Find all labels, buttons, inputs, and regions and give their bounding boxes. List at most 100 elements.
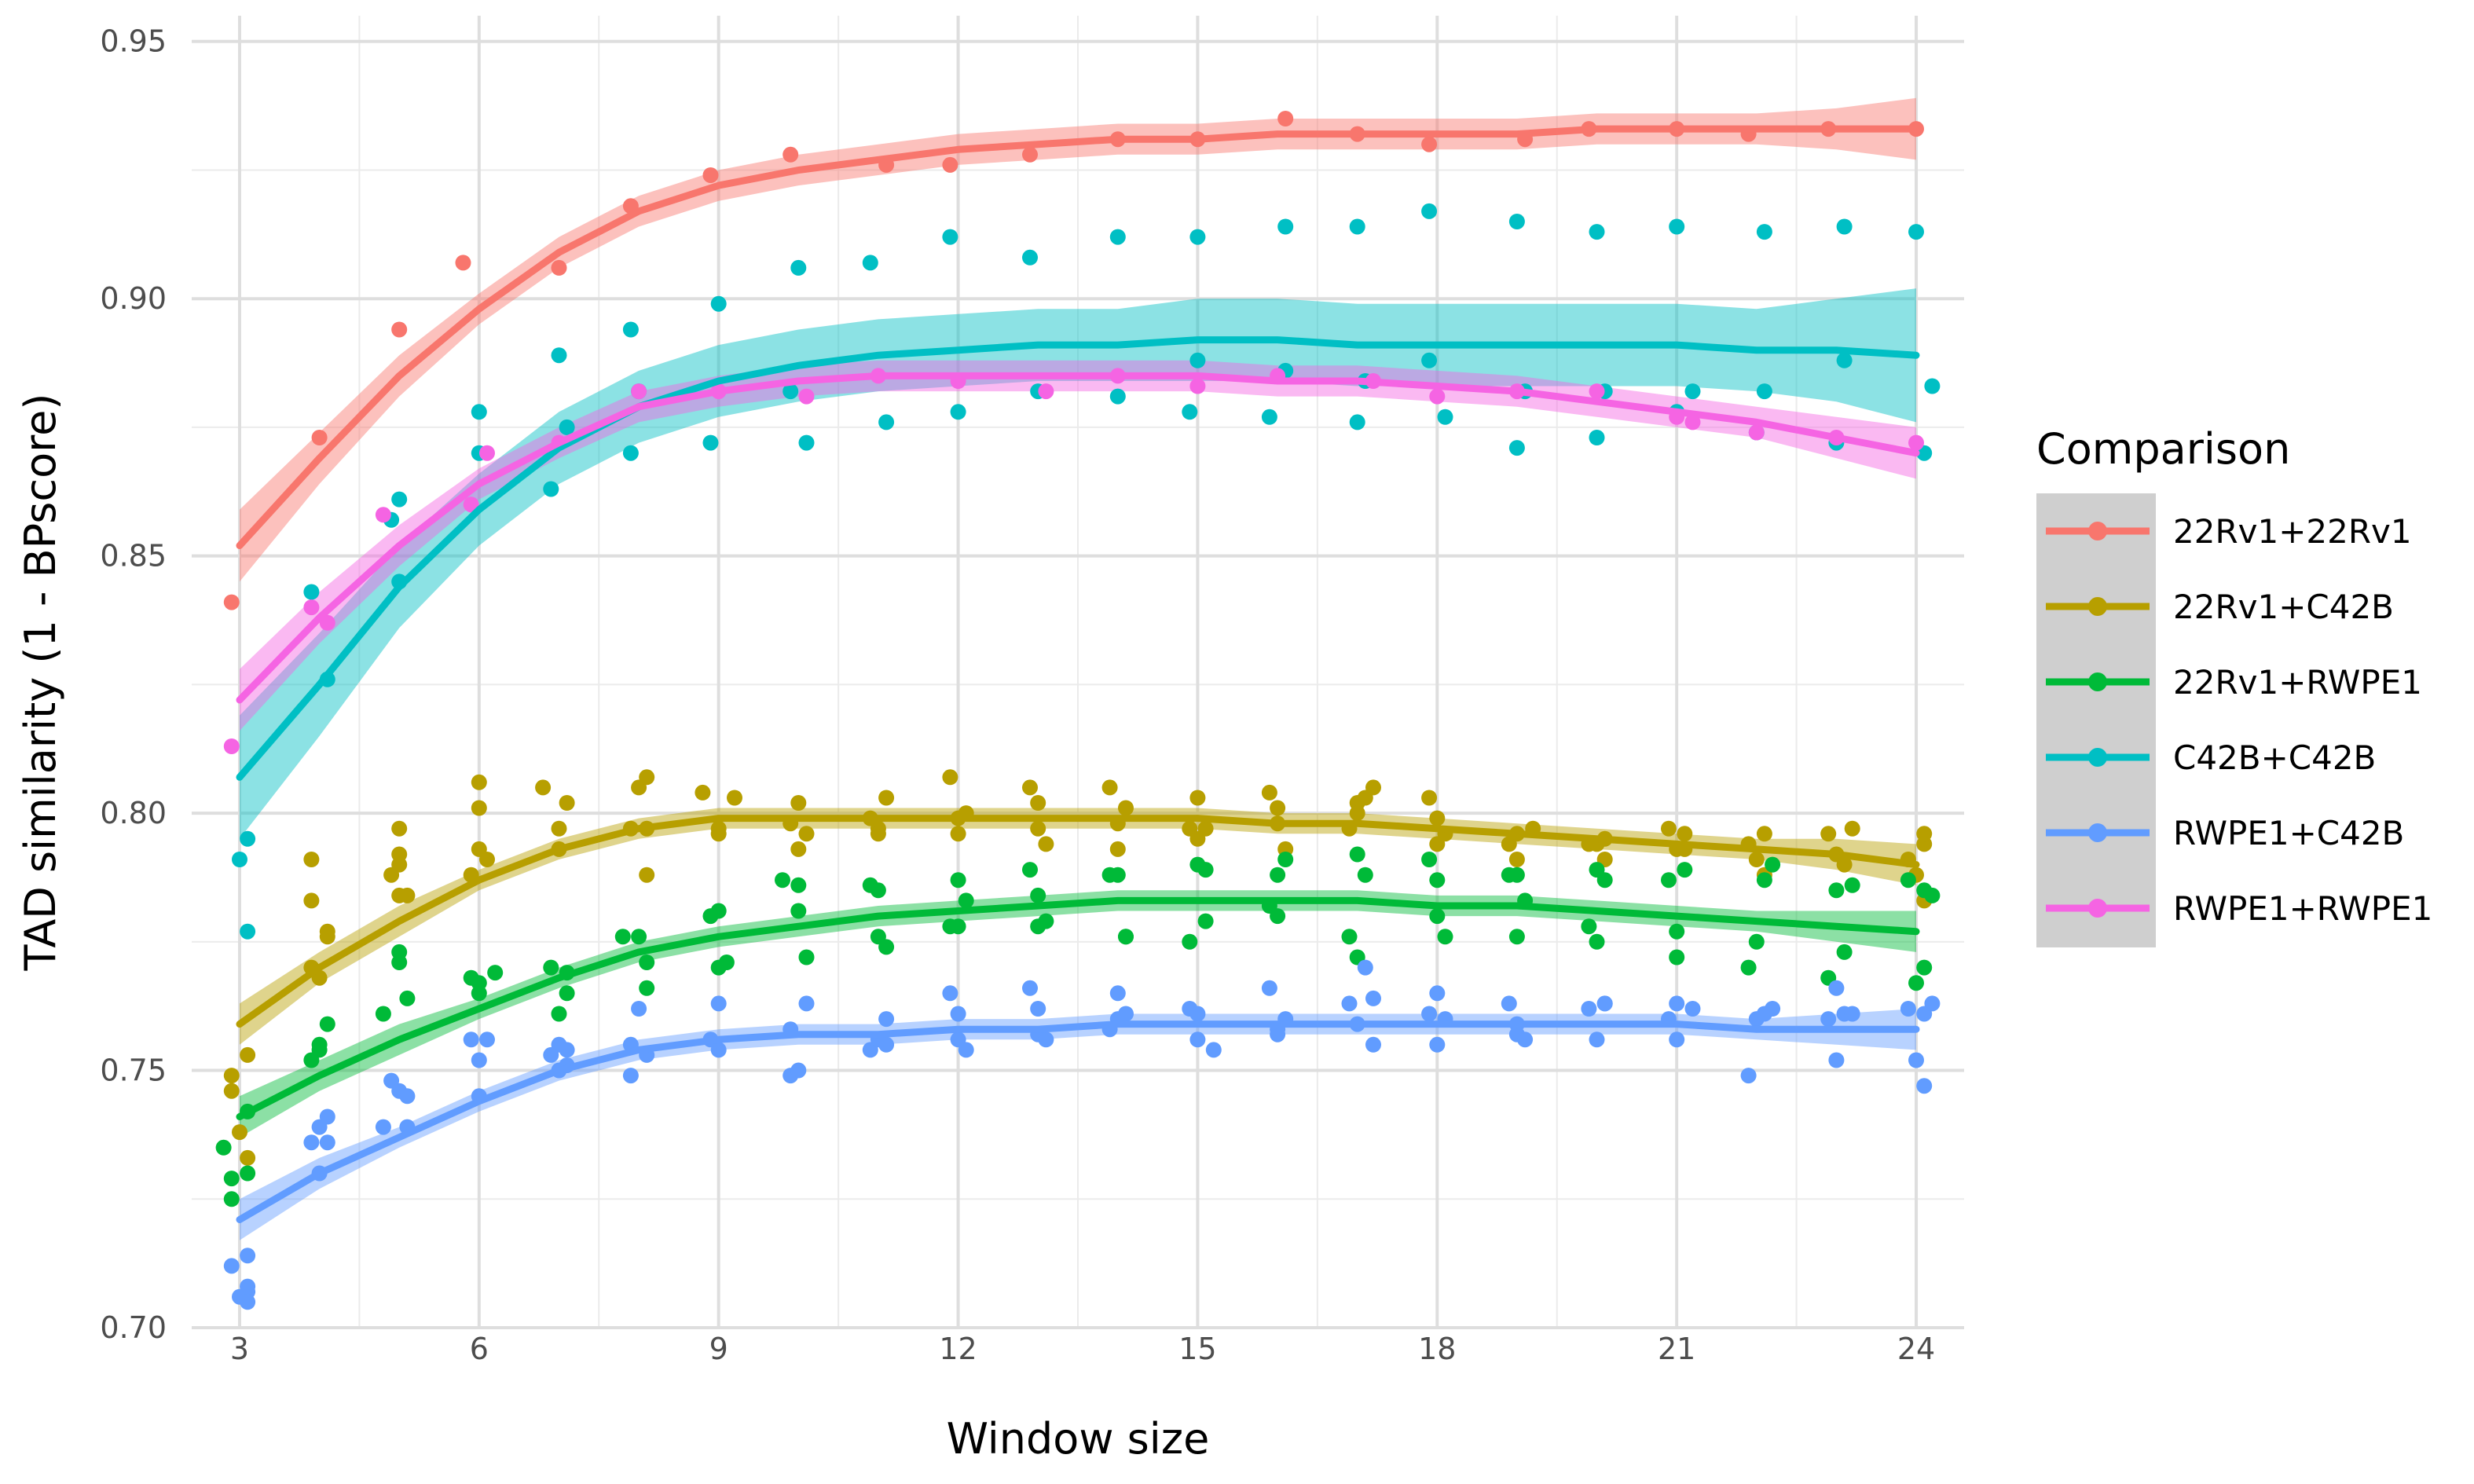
- data-point: [958, 892, 974, 909]
- data-point: [463, 496, 479, 513]
- data-point: [1429, 908, 1446, 925]
- data-point: [1429, 1036, 1446, 1053]
- data-point: [1589, 933, 1605, 950]
- data-point: [1844, 877, 1860, 893]
- data-point: [391, 820, 408, 837]
- data-point: [1357, 959, 1373, 976]
- data-point: [1429, 872, 1446, 889]
- data-point: [1277, 218, 1294, 235]
- data-point: [1118, 800, 1134, 816]
- confidence-band: [240, 890, 1916, 1138]
- data-point: [631, 1001, 647, 1017]
- data-point: [1517, 1031, 1534, 1048]
- data-point: [1341, 929, 1358, 945]
- legend-key-point: [2088, 522, 2107, 540]
- data-point: [479, 1031, 495, 1048]
- data-point: [223, 1083, 240, 1099]
- data-point: [240, 1149, 256, 1166]
- legend-label: RWPE1+RWPE1: [2173, 889, 2432, 928]
- data-point: [399, 990, 416, 1006]
- legend-label: RWPE1+C42B: [2173, 814, 2404, 852]
- data-point: [639, 980, 655, 996]
- data-point: [1349, 805, 1365, 822]
- legend-label: 22Rv1+22Rv1: [2173, 512, 2412, 551]
- data-point: [1908, 434, 1924, 451]
- data-point: [1205, 1042, 1222, 1058]
- data-point: [1261, 980, 1277, 996]
- data-point: [1916, 959, 1933, 976]
- data-point: [790, 877, 807, 893]
- data-point: [1022, 779, 1038, 796]
- data-point: [1924, 378, 1941, 394]
- data-point: [942, 229, 958, 245]
- data-point: [1677, 862, 1693, 878]
- data-point: [1756, 224, 1772, 240]
- data-point: [1501, 995, 1517, 1012]
- legend-key-point: [2088, 672, 2107, 691]
- x-axis-title: Window size: [947, 1414, 1210, 1464]
- data-point: [1844, 820, 1860, 837]
- data-point: [240, 830, 256, 847]
- data-point: [942, 769, 958, 786]
- data-point: [1828, 1052, 1845, 1068]
- data-point: [798, 949, 815, 966]
- data-point: [1038, 836, 1054, 852]
- data-point: [1508, 852, 1525, 867]
- data-point: [551, 347, 567, 364]
- data-point: [551, 259, 567, 276]
- x-tick-label: 6: [470, 1332, 489, 1366]
- legend-title: Comparison: [2036, 424, 2290, 474]
- data-point: [375, 507, 391, 523]
- data-point: [1277, 111, 1294, 126]
- data-point: [1740, 1068, 1757, 1084]
- data-point: [950, 404, 966, 420]
- data-point: [311, 1036, 328, 1053]
- data-point: [1421, 203, 1438, 219]
- data-point: [1900, 1001, 1916, 1017]
- data-point: [1022, 980, 1038, 996]
- data-point: [1421, 1006, 1438, 1022]
- data-point: [1765, 1001, 1781, 1017]
- data-point: [1820, 826, 1837, 842]
- data-point: [1189, 1031, 1206, 1048]
- y-tick-label: 0.90: [100, 281, 167, 316]
- data-point: [1908, 1052, 1924, 1068]
- data-point: [639, 867, 655, 883]
- data-point: [223, 1191, 240, 1207]
- data-point: [1684, 1001, 1701, 1017]
- data-point: [1661, 820, 1677, 837]
- data-point: [223, 1258, 240, 1274]
- data-point: [710, 826, 727, 842]
- data-point: [622, 445, 639, 461]
- legend-items: 22Rv1+22Rv1 22Rv1+C42B 22Rv1+RWPE1 C42B+C42…: [2046, 512, 2432, 928]
- data-point: [223, 738, 240, 754]
- data-point: [471, 404, 487, 420]
- data-point: [1669, 923, 1685, 940]
- data-point: [1437, 929, 1453, 945]
- data-point: [1022, 862, 1038, 878]
- data-point: [1197, 862, 1214, 878]
- data-point: [1270, 867, 1286, 883]
- fit-line: [236, 896, 1920, 1120]
- data-point: [710, 1042, 727, 1058]
- fit-line: [236, 336, 1920, 781]
- data-point: [232, 852, 247, 867]
- data-point: [1836, 352, 1853, 368]
- data-point: [1916, 1078, 1933, 1094]
- data-point: [1270, 908, 1286, 925]
- data-point: [319, 1016, 335, 1032]
- data-point: [1581, 918, 1597, 935]
- data-point: [311, 430, 328, 445]
- legend-key-point: [2088, 597, 2107, 616]
- data-point: [391, 955, 408, 970]
- data-point: [1677, 826, 1693, 842]
- data-point: [798, 434, 815, 451]
- data-point: [1836, 218, 1853, 235]
- y-tick-label: 0.70: [100, 1310, 167, 1345]
- data-point: [1589, 224, 1605, 240]
- data-point: [878, 1036, 895, 1053]
- data-point: [1429, 985, 1446, 1002]
- data-point: [1756, 872, 1772, 889]
- data-point: [1669, 995, 1685, 1012]
- data-point: [775, 872, 790, 889]
